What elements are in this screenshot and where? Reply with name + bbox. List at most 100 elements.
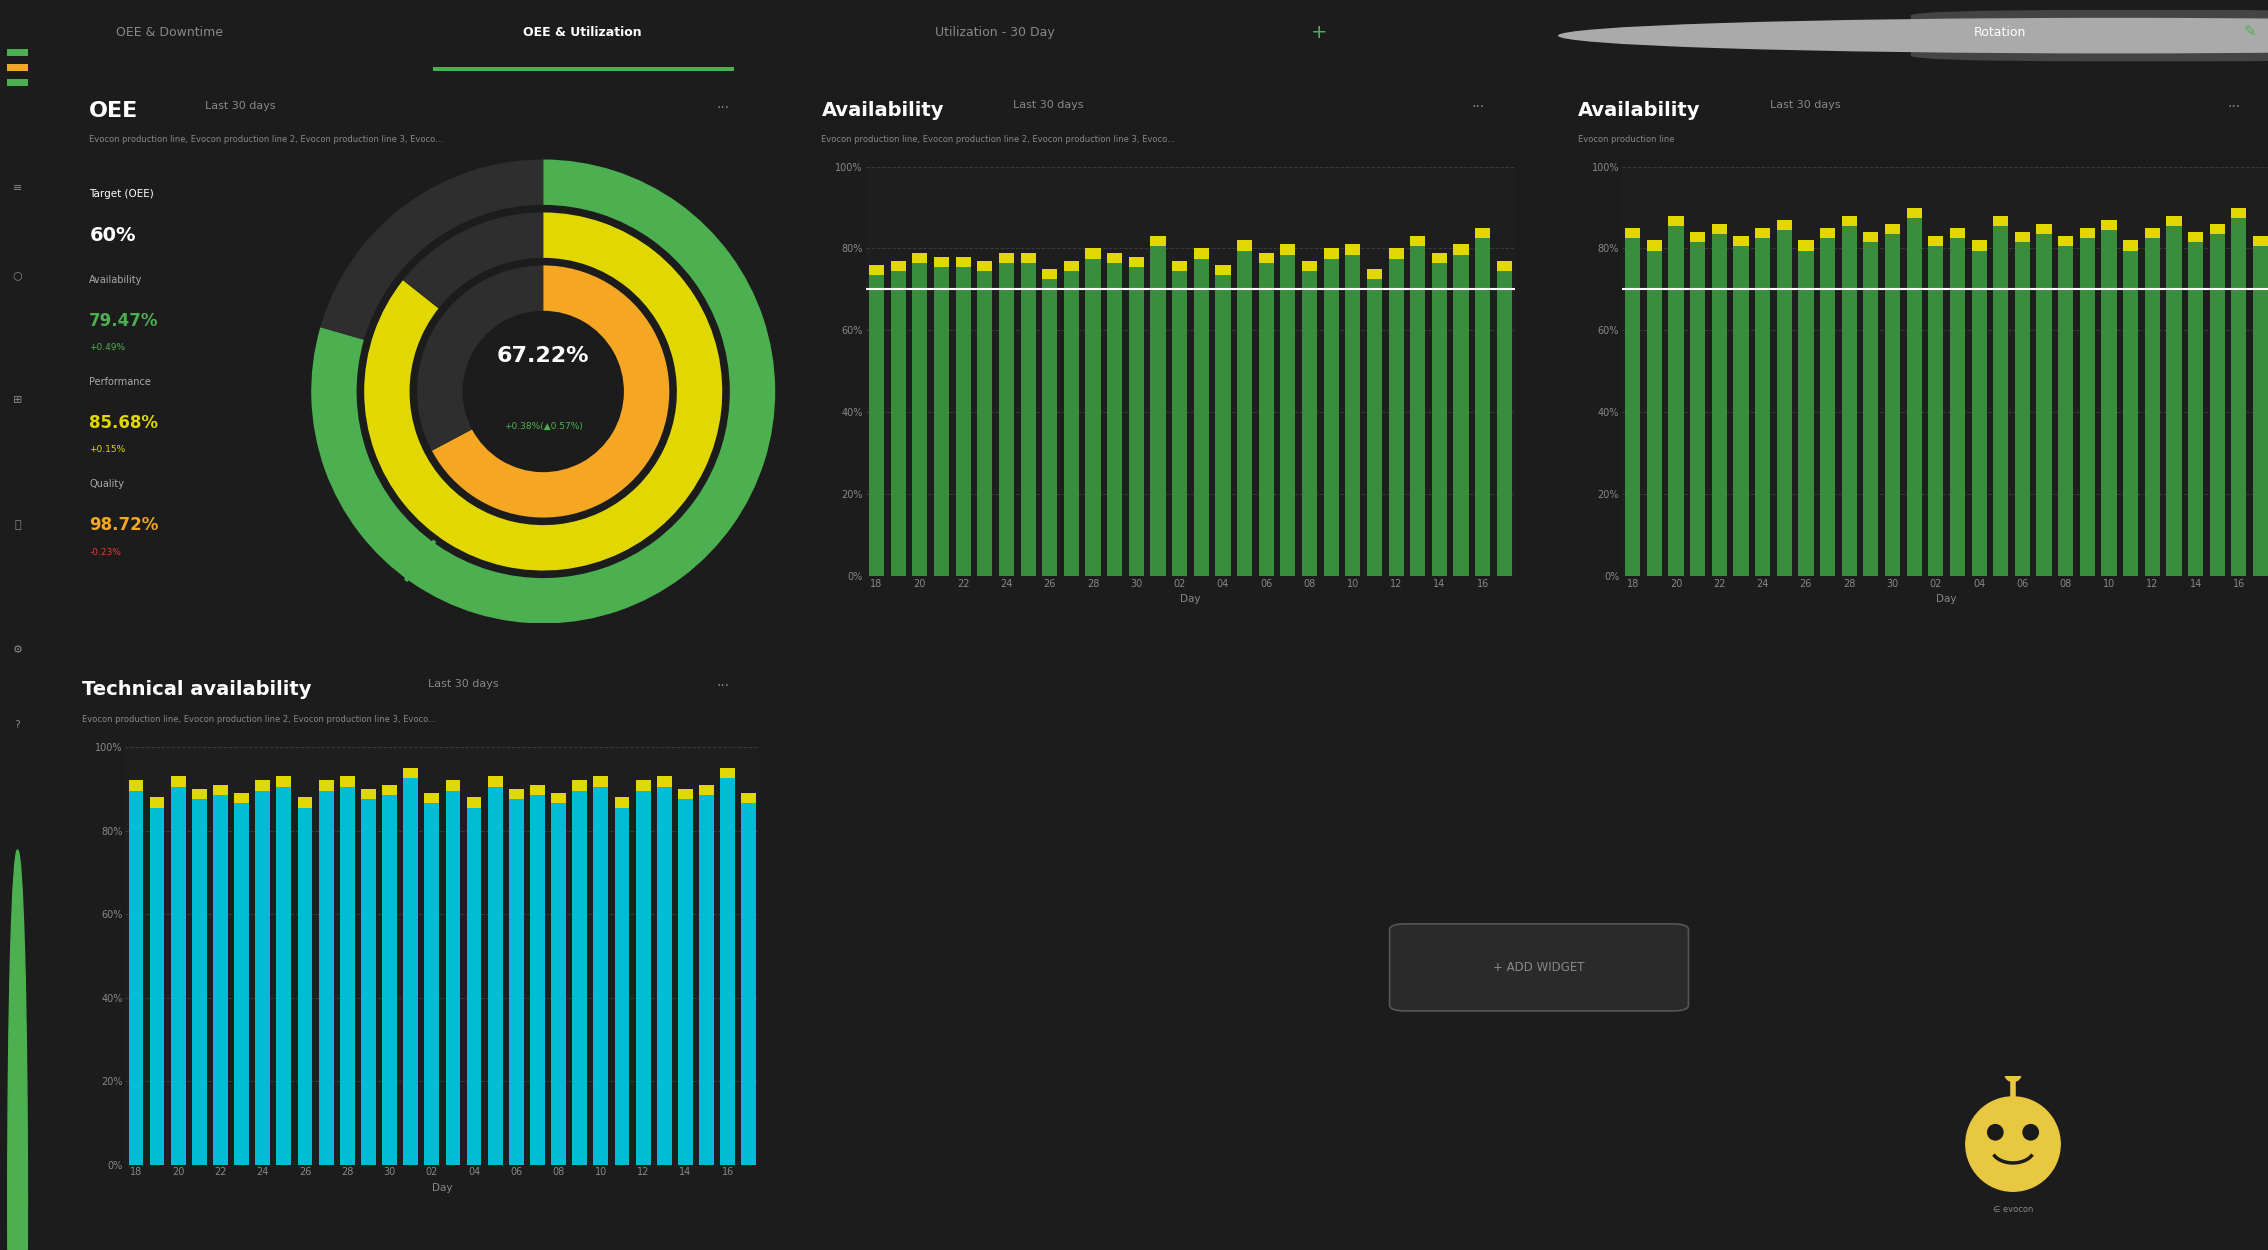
Bar bbox=[1216, 275, 1232, 576]
Bar bbox=[1454, 255, 1470, 576]
Bar bbox=[1885, 234, 1901, 576]
Bar bbox=[1776, 230, 1792, 576]
Circle shape bbox=[2023, 1125, 2039, 1140]
Bar bbox=[1669, 216, 1683, 226]
Text: OEE & Downtime: OEE & Downtime bbox=[116, 25, 222, 39]
Bar bbox=[1302, 271, 1318, 576]
Bar bbox=[1259, 253, 1275, 262]
Text: ⊞: ⊞ bbox=[14, 395, 23, 405]
Bar bbox=[635, 780, 651, 791]
Bar bbox=[404, 768, 417, 779]
Bar bbox=[1690, 232, 1706, 242]
Bar bbox=[297, 808, 313, 1165]
Bar bbox=[1043, 269, 1057, 279]
Bar bbox=[1281, 255, 1295, 576]
Bar bbox=[1302, 261, 1318, 271]
Text: ∈ evocon: ∈ evocon bbox=[1994, 1205, 2032, 1215]
Bar bbox=[361, 799, 376, 1165]
Bar bbox=[2080, 239, 2096, 576]
Bar bbox=[1193, 259, 1209, 576]
Bar bbox=[869, 265, 885, 275]
Bar bbox=[340, 776, 354, 786]
Bar bbox=[699, 785, 714, 795]
Bar bbox=[2209, 224, 2225, 234]
Bar bbox=[2057, 246, 2073, 576]
Text: 60%: 60% bbox=[88, 226, 136, 245]
Bar bbox=[277, 776, 290, 786]
Bar bbox=[1021, 253, 1036, 262]
Bar bbox=[1043, 279, 1057, 576]
Bar bbox=[998, 262, 1014, 576]
Bar bbox=[277, 786, 290, 1165]
Bar bbox=[1216, 265, 1232, 275]
Bar bbox=[1907, 217, 1921, 576]
Text: ⏻: ⏻ bbox=[14, 1132, 20, 1142]
Bar bbox=[381, 785, 397, 795]
Text: Utilization - 30 Day: Utilization - 30 Day bbox=[934, 25, 1055, 39]
Bar bbox=[150, 808, 166, 1165]
Bar bbox=[1086, 259, 1100, 576]
Bar bbox=[721, 768, 735, 779]
Bar bbox=[1474, 239, 1490, 576]
Bar bbox=[1669, 226, 1683, 576]
Bar bbox=[7, 79, 27, 86]
Bar bbox=[2166, 226, 2182, 576]
Text: 85.68%: 85.68% bbox=[88, 414, 159, 432]
Bar bbox=[320, 791, 333, 1165]
Bar bbox=[678, 799, 692, 1165]
Bar bbox=[1281, 244, 1295, 255]
Bar bbox=[1173, 261, 1186, 271]
Bar bbox=[1647, 250, 1662, 576]
Text: Evocon production line, Evocon production line 2, Evocon production line 3, Evoc: Evocon production line, Evocon productio… bbox=[82, 715, 435, 724]
Bar bbox=[1864, 242, 1878, 576]
Bar bbox=[1325, 249, 1338, 259]
Bar bbox=[2252, 236, 2268, 246]
Bar bbox=[1755, 239, 1771, 576]
Bar bbox=[978, 271, 993, 576]
Bar bbox=[1885, 224, 1901, 234]
FancyBboxPatch shape bbox=[1910, 10, 2268, 61]
Bar bbox=[1497, 271, 1513, 576]
Bar bbox=[1150, 236, 1166, 246]
Bar bbox=[2080, 228, 2096, 239]
Bar bbox=[1325, 259, 1338, 576]
Bar bbox=[1776, 220, 1792, 230]
Bar bbox=[488, 786, 503, 1165]
Bar bbox=[1690, 242, 1706, 576]
Bar bbox=[615, 808, 631, 1165]
Text: -0.23%: -0.23% bbox=[88, 548, 120, 556]
Bar bbox=[891, 271, 905, 576]
Bar bbox=[1259, 262, 1275, 576]
FancyBboxPatch shape bbox=[1390, 924, 1687, 1011]
Bar bbox=[1129, 268, 1143, 576]
Bar bbox=[320, 780, 333, 791]
Bar bbox=[1474, 228, 1490, 239]
Bar bbox=[467, 808, 481, 1165]
Bar bbox=[1819, 239, 1835, 576]
X-axis label: Day: Day bbox=[1937, 595, 1957, 605]
Bar bbox=[2102, 220, 2116, 230]
Text: +: + bbox=[1311, 22, 1327, 41]
Bar bbox=[2037, 224, 2053, 234]
Text: ···: ··· bbox=[1472, 100, 1486, 114]
Bar bbox=[658, 776, 671, 786]
Text: 79.47%: 79.47% bbox=[88, 311, 159, 330]
Bar bbox=[2014, 242, 2030, 576]
Text: ?: ? bbox=[14, 720, 20, 730]
Bar bbox=[934, 268, 948, 576]
Bar bbox=[1626, 228, 1640, 239]
Text: +0.15%: +0.15% bbox=[88, 445, 125, 454]
Text: Rotation: Rotation bbox=[1973, 25, 2025, 39]
Bar bbox=[1064, 271, 1080, 576]
Text: Technical availability: Technical availability bbox=[82, 680, 311, 699]
Bar bbox=[1971, 240, 1987, 250]
Bar bbox=[1907, 208, 1921, 217]
Bar bbox=[912, 253, 928, 262]
Bar bbox=[1733, 236, 1749, 246]
Bar bbox=[2102, 230, 2116, 576]
Bar bbox=[658, 786, 671, 1165]
Bar bbox=[1712, 234, 1726, 576]
Bar bbox=[1345, 255, 1361, 576]
Bar bbox=[2252, 246, 2268, 576]
Bar bbox=[1193, 249, 1209, 259]
